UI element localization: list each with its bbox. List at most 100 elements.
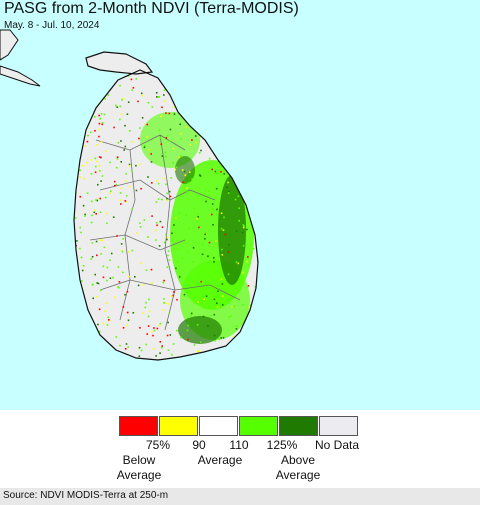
ndvi-speckle (234, 198, 237, 201)
ndvi-speckle (211, 168, 213, 171)
ndvi-speckle (196, 323, 199, 326)
ndvi-speckle (104, 310, 106, 312)
ndvi-speckle (152, 334, 154, 337)
ndvi-speckle (199, 175, 202, 177)
ndvi-speckle (203, 298, 206, 300)
ndvi-speckle (242, 224, 245, 226)
ndvi-speckle (166, 134, 169, 137)
ndvi-speckle (120, 161, 122, 163)
ndvi-speckle (118, 287, 120, 289)
ndvi-speckle (178, 276, 181, 278)
legend-group-above-line1: Above (280, 453, 316, 467)
ndvi-speckle (80, 256, 83, 259)
ndvi-speckle (168, 112, 171, 115)
ndvi-speckle (143, 144, 146, 147)
ndvi-speckle (135, 164, 137, 167)
ndvi-speckle (161, 345, 163, 347)
ndvi-speckle (145, 343, 147, 346)
ndvi-speckle (121, 249, 124, 252)
ndvi-speckle (169, 128, 172, 131)
legend: 75% 90 110 125% No Data Below Average Av… (0, 410, 480, 488)
ndvi-speckle (131, 249, 134, 252)
ndvi-speckle (95, 165, 97, 168)
ndvi-speckle (173, 106, 176, 109)
ndvi-speckle (93, 211, 96, 214)
map-title: PASG from 2-Month NDVI (Terra-MODIS) (4, 0, 299, 17)
ndvi-speckle (92, 283, 94, 286)
ndvi-speckle (147, 325, 150, 327)
ndvi-speckle (187, 324, 189, 327)
ndvi-speckle (226, 186, 228, 188)
ndvi-speckle (122, 306, 125, 308)
ndvi-speckle (213, 257, 215, 259)
ndvi-speckle (169, 334, 172, 336)
ndvi-speckle (163, 298, 165, 300)
ndvi-speckle (94, 130, 96, 132)
ndvi-speckle (235, 230, 238, 232)
ndvi-speckle (178, 156, 180, 158)
ndvi-speckle (136, 232, 138, 235)
legend-tick-75: 75% (145, 438, 171, 452)
ndvi-speckle (155, 355, 157, 357)
ndvi-speckle (166, 199, 168, 201)
ndvi-speckle (99, 170, 101, 172)
legend-group-average: Average (198, 453, 242, 468)
ndvi-speckle (100, 289, 102, 292)
ndvi-speckle (187, 250, 189, 253)
ndvi-speckle (108, 319, 110, 321)
ndvi-speckle (113, 180, 116, 183)
ndvi-speckle (155, 92, 158, 94)
legend-group-average-line1: Average (197, 453, 243, 467)
ndvi-speckle (172, 294, 174, 297)
ndvi-speckle (215, 240, 217, 242)
ndvi-speckle (155, 180, 158, 182)
legend-tick-90: 90 (192, 438, 206, 452)
ndvi-speckle (216, 306, 219, 308)
ndvi-speckle (185, 126, 188, 128)
ndvi-speckle (119, 199, 121, 201)
ndvi-speckle (139, 226, 142, 228)
ndvi-speckle (100, 141, 103, 143)
ndvi-speckle (161, 198, 163, 201)
ndvi-speckle (242, 245, 245, 247)
legend-box-75-90 (159, 416, 198, 436)
ndvi-speckle (98, 135, 100, 138)
ndvi-speckle (100, 156, 102, 159)
ndvi-speckle (119, 118, 121, 121)
ndvi-speckle (101, 123, 104, 126)
ndvi-speckle (158, 324, 161, 327)
ndvi-speckle (214, 170, 217, 173)
ndvi-speckle (107, 316, 110, 319)
ndvi-speckle (197, 216, 199, 218)
ndvi-speckle (160, 115, 163, 117)
ndvi-speckle (242, 271, 245, 274)
ndvi-speckle (196, 213, 199, 216)
legend-group-below-average: Below Average (117, 453, 161, 483)
ndvi-speckle (203, 193, 206, 196)
ndvi-speckle (167, 321, 169, 324)
ndvi-speckle (188, 227, 190, 230)
ndvi-speckle (142, 284, 145, 286)
ndvi-speckle (197, 301, 199, 303)
ndvi-speckle (109, 259, 111, 261)
ndvi-speckle (146, 123, 148, 126)
ndvi-speckle (155, 229, 157, 232)
ndvi-speckle (166, 198, 168, 200)
ndvi-speckle (117, 266, 120, 268)
ndvi-speckle (147, 315, 150, 318)
ndvi-speckle (235, 325, 238, 327)
ndvi-speckle (138, 163, 141, 166)
ndvi-speckle (150, 268, 153, 271)
ndvi-speckle (198, 226, 200, 229)
ndvi-speckle (221, 283, 224, 285)
ndvi-speckle (151, 282, 153, 284)
ndvi-speckle (168, 190, 171, 193)
ndvi-speckle (146, 136, 148, 138)
ndvi-speckle (167, 349, 170, 351)
ndvi-speckle (86, 140, 89, 143)
ndvi-speckle (165, 183, 167, 185)
ndvi-speckle (113, 126, 115, 129)
ndvi-speckle (98, 165, 100, 167)
ndvi-speckle (215, 187, 218, 190)
ndvi-speckle (212, 286, 214, 289)
